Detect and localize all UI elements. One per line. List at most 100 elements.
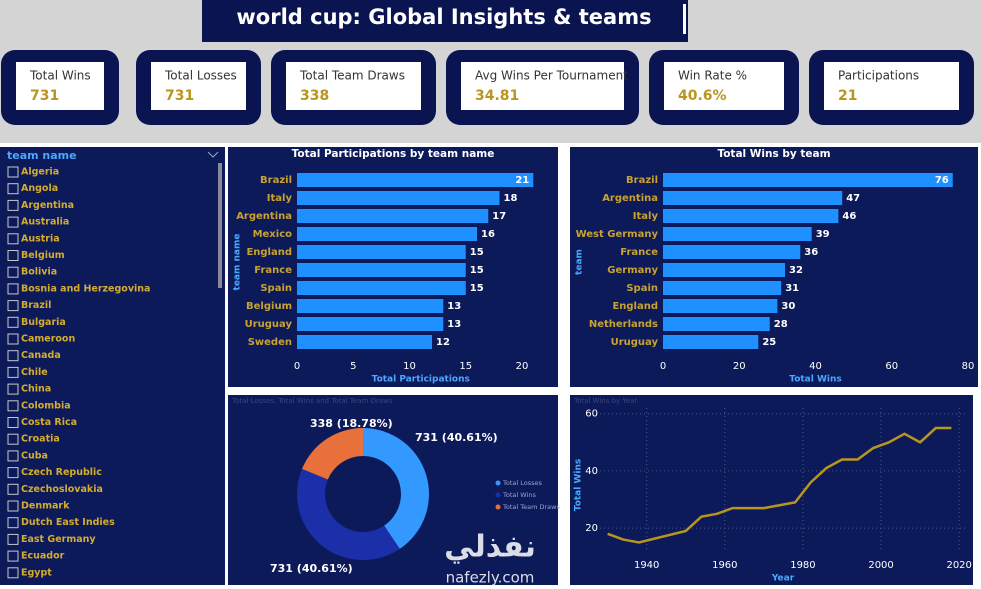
slicer-item[interactable]: Ecuador [21,551,65,562]
slicer-checkbox[interactable] [7,183,19,195]
slicer-item[interactable]: Brazil [21,300,51,311]
category-label: Spain [626,283,658,294]
slicer-item[interactable]: East Germany [21,534,96,545]
slicer-item[interactable]: Belgium [21,250,65,261]
slicer-checkbox[interactable] [7,533,19,545]
x-tick-label: 40 [809,361,822,372]
slicer-item[interactable]: Cuba [21,450,48,461]
kpi-value: 731 [30,88,59,104]
kpi-label: Total Team Draws [299,69,405,83]
x-tick-label: 1940 [634,560,659,571]
bar-value-label: 13 [447,319,461,330]
bar [297,227,477,241]
slicer-item[interactable]: Czech Republic [21,467,102,478]
kpi-label: Participations [838,69,919,83]
slicer-item[interactable]: Chile [21,367,48,378]
x-tick-label: 2000 [868,560,893,571]
title-box [202,0,688,42]
slicer-checkbox[interactable] [7,550,19,562]
slicer-checkbox[interactable] [7,567,19,579]
slicer-checkbox[interactable] [7,450,19,462]
bar-value-label: 15 [470,247,484,258]
slicer-checkbox[interactable] [7,483,19,495]
kpi-value: 731 [165,88,194,104]
slicer-item[interactable]: Czechoslovakia [21,484,103,495]
kpi-label: Win Rate % [678,69,747,83]
x-tick-label: 1980 [790,560,815,571]
bar-value-label: 31 [785,283,799,294]
slicer-checkbox[interactable] [7,467,19,479]
watermark-arabic: نفذلي [444,530,536,565]
legend-label: Total Team Draws [502,503,560,511]
x-tick-label: 20 [733,361,746,372]
bar [663,245,801,259]
category-label: France [620,247,658,258]
chart-title: Total Wins by team [717,148,830,160]
slicer-checkbox[interactable] [7,350,19,362]
slicer-item[interactable]: Algeria [21,167,59,178]
x-tick-label: 60 [885,361,898,372]
slicer-chevron [207,151,219,158]
slice-label: 338 (18.78%) [310,417,393,430]
x-tick-label: 0 [294,361,300,372]
slicer-checkbox[interactable] [7,433,19,445]
slicer-checkbox[interactable] [7,383,19,395]
slicer-item[interactable]: Costa Rica [21,417,77,428]
slicer-item[interactable]: Croatia [21,434,60,445]
slicer-checkbox[interactable] [7,250,19,261]
slicer-item[interactable]: Bulgaria [21,317,66,328]
bar [297,317,444,331]
donut-slice [296,468,400,560]
bar-value-label: 30 [781,301,795,312]
category-label: Belgium [246,301,292,312]
slicer-item[interactable]: Austria [21,233,60,244]
bar-value-label: 39 [816,229,830,240]
slicer-checkbox[interactable] [7,283,19,295]
slicer-checkbox[interactable] [7,166,19,178]
slicer-item[interactable]: Australia [21,217,69,228]
slicer-checkbox[interactable] [7,216,19,228]
slicer-item[interactable]: Bolivia [21,267,57,278]
slicer-checkbox[interactable] [7,199,19,211]
slicer-item[interactable]: Cameroon [21,334,75,345]
slicer-item[interactable]: Argentina [21,200,74,211]
y-tick-label: 40 [585,466,598,477]
slicer-item[interactable]: Colombia [21,400,71,411]
slicer-checkbox[interactable] [7,400,19,412]
category-label: Uruguay [611,337,659,348]
x-axis-title: Total Wins [789,375,842,385]
slicer-checkbox[interactable] [7,500,19,512]
x-tick-label: 2020 [946,560,971,571]
slicer-item[interactable]: Canada [21,350,61,361]
slicer-item[interactable]: Angola [21,183,58,194]
kpi-card-inner [461,62,624,110]
bar [297,245,466,259]
slicer-checkbox[interactable] [7,417,19,428]
bar [297,281,466,295]
bar-value-label: 47 [846,193,860,204]
kpi-label: Total Wins [29,69,91,83]
chart-title: Total Participations by team name [292,148,495,160]
slicer-checkbox[interactable] [7,316,19,328]
slicer-checkbox[interactable] [7,233,19,245]
legend-label: Total Losses [502,479,543,487]
bar-value-label: 21 [515,175,529,186]
legend-label: Total Wins [502,491,536,499]
kpi-label: Total Losses [164,69,237,83]
slicer-checkbox[interactable] [7,300,19,312]
kpi-card-inner [824,62,959,110]
slicer-item[interactable]: Dutch East Indies [21,517,115,528]
slicer-item[interactable]: Bosnia and Herzegovina [21,283,150,294]
slicer-item[interactable]: China [21,384,51,395]
slicer-checkbox[interactable] [7,517,19,529]
slicer-item[interactable]: Denmark [21,501,70,512]
bar [297,263,466,277]
slicer-checkbox[interactable] [7,266,19,278]
category-label: Germany [607,265,658,276]
bar-value-label: 18 [504,193,518,204]
legend-marker [495,504,501,510]
slicer-checkbox[interactable] [7,366,19,378]
slicer-checkbox[interactable] [7,333,19,345]
category-label: Brazil [626,175,658,186]
slicer-item[interactable]: Egypt [21,567,52,578]
